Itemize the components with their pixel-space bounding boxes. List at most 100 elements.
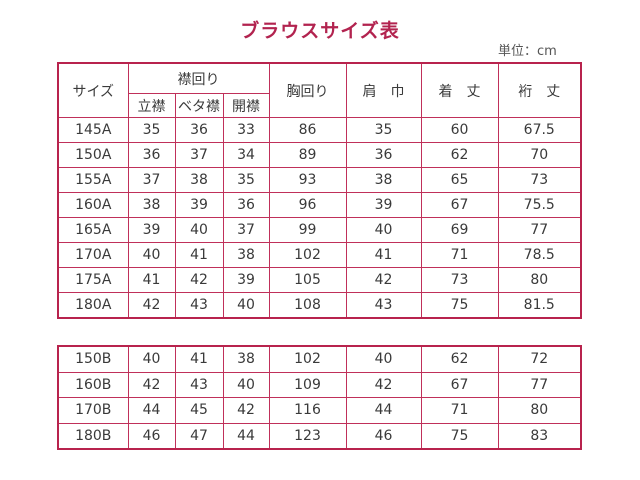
table-row: 150B 40 41 38 102 40 62 72 (57, 345, 582, 373)
header-collar-open: 開襟 (222, 93, 270, 118)
value-cell: 40 (127, 242, 176, 268)
value-cell: 42 (127, 292, 176, 319)
value-cell: 80 (497, 397, 582, 424)
table-row: 175A 41 42 39 105 42 73 80 (57, 267, 582, 293)
value-cell: 71 (420, 242, 499, 268)
header-chest: 胸回り (268, 62, 347, 118)
value-cell: 65 (420, 167, 499, 193)
value-cell: 78.5 (497, 242, 582, 268)
table-row: 170B 44 45 42 116 44 71 80 (57, 397, 582, 424)
page-title: ブラウスサイズ表 (240, 20, 400, 42)
table-row: 155A 37 38 35 93 38 65 73 (57, 167, 582, 193)
value-cell: 37 (127, 167, 176, 193)
value-cell: 93 (268, 167, 347, 193)
value-cell: 38 (127, 192, 176, 218)
value-cell: 36 (174, 117, 224, 143)
table-row: 165A 39 40 37 99 40 69 77 (57, 217, 582, 243)
value-cell: 39 (174, 192, 224, 218)
value-cell: 35 (345, 117, 422, 143)
header-length: 着 丈 (420, 62, 499, 118)
value-cell: 89 (268, 142, 347, 168)
table-row: 145A 35 36 33 86 35 60 67.5 (57, 117, 582, 143)
value-cell: 42 (127, 371, 176, 398)
value-cell: 75 (420, 422, 499, 450)
value-cell: 73 (420, 267, 499, 293)
value-cell: 41 (127, 267, 176, 293)
value-cell: 44 (222, 422, 270, 450)
value-cell: 75 (420, 292, 499, 319)
header-sleeve: 裄 丈 (497, 62, 582, 118)
value-cell: 40 (345, 217, 422, 243)
value-cell: 35 (222, 167, 270, 193)
value-cell: 43 (174, 292, 224, 319)
value-cell: 67.5 (497, 117, 582, 143)
header-shoulder: 肩 巾 (345, 62, 422, 118)
value-cell: 46 (345, 422, 422, 450)
value-cell: 41 (345, 242, 422, 268)
value-cell: 102 (268, 242, 347, 268)
value-cell: 99 (268, 217, 347, 243)
value-cell: 39 (345, 192, 422, 218)
value-cell: 37 (174, 142, 224, 168)
value-cell: 77 (497, 217, 582, 243)
header-size: サイズ (57, 62, 129, 118)
value-cell: 40 (127, 345, 176, 373)
value-cell: 83 (497, 422, 582, 450)
value-cell: 44 (127, 397, 176, 424)
value-cell: 41 (174, 242, 224, 268)
table-row: 170A 40 41 38 102 41 71 78.5 (57, 242, 582, 268)
size-table-a: サイズ 襟回り 胸回り 肩 巾 着 丈 裄 丈 立襟 ベタ襟 開襟 145A 35… (57, 62, 583, 319)
size-cell: 180A (57, 292, 129, 319)
value-cell: 44 (345, 397, 422, 424)
value-cell: 80 (497, 267, 582, 293)
value-cell: 69 (420, 217, 499, 243)
value-cell: 102 (268, 345, 347, 373)
value-cell: 105 (268, 267, 347, 293)
size-cell: 170A (57, 242, 129, 268)
value-cell: 108 (268, 292, 347, 319)
table-row: 160B 42 43 40 109 42 67 77 (57, 371, 582, 398)
value-cell: 39 (222, 267, 270, 293)
header-collar: 襟回り (127, 62, 270, 94)
value-cell: 38 (222, 242, 270, 268)
size-cell: 165A (57, 217, 129, 243)
value-cell: 116 (268, 397, 347, 424)
value-cell: 40 (222, 292, 270, 319)
value-cell: 81.5 (497, 292, 582, 319)
table-row: 150A 36 37 34 89 36 62 70 (57, 142, 582, 168)
value-cell: 62 (420, 142, 499, 168)
value-cell: 123 (268, 422, 347, 450)
size-cell: 160A (57, 192, 129, 218)
size-cell: 175A (57, 267, 129, 293)
value-cell: 67 (420, 371, 499, 398)
size-cell: 160B (57, 371, 129, 398)
value-cell: 36 (345, 142, 422, 168)
header-collar-flat: ベタ襟 (174, 93, 224, 118)
value-cell: 42 (345, 267, 422, 293)
value-cell: 33 (222, 117, 270, 143)
value-cell: 40 (222, 371, 270, 398)
value-cell: 38 (222, 345, 270, 373)
value-cell: 75.5 (497, 192, 582, 218)
value-cell: 45 (174, 397, 224, 424)
value-cell: 72 (497, 345, 582, 373)
value-cell: 38 (174, 167, 224, 193)
table-row: 160A 38 39 36 96 39 67 75.5 (57, 192, 582, 218)
value-cell: 40 (174, 217, 224, 243)
value-cell: 71 (420, 397, 499, 424)
value-cell: 60 (420, 117, 499, 143)
value-cell: 42 (345, 371, 422, 398)
value-cell: 42 (222, 397, 270, 424)
value-cell: 38 (345, 167, 422, 193)
table-row: 180B 46 47 44 123 46 75 83 (57, 422, 582, 450)
unit-label: 単位：cm (498, 44, 557, 59)
value-cell: 86 (268, 117, 347, 143)
value-cell: 41 (174, 345, 224, 373)
value-cell: 36 (222, 192, 270, 218)
size-table-b: 150B 40 41 38 102 40 62 72 160B 42 43 40 109 42 67 77 17… (57, 345, 582, 450)
value-cell: 46 (127, 422, 176, 450)
value-cell: 35 (127, 117, 176, 143)
value-cell: 43 (345, 292, 422, 319)
value-cell: 67 (420, 192, 499, 218)
value-cell: 70 (497, 142, 582, 168)
